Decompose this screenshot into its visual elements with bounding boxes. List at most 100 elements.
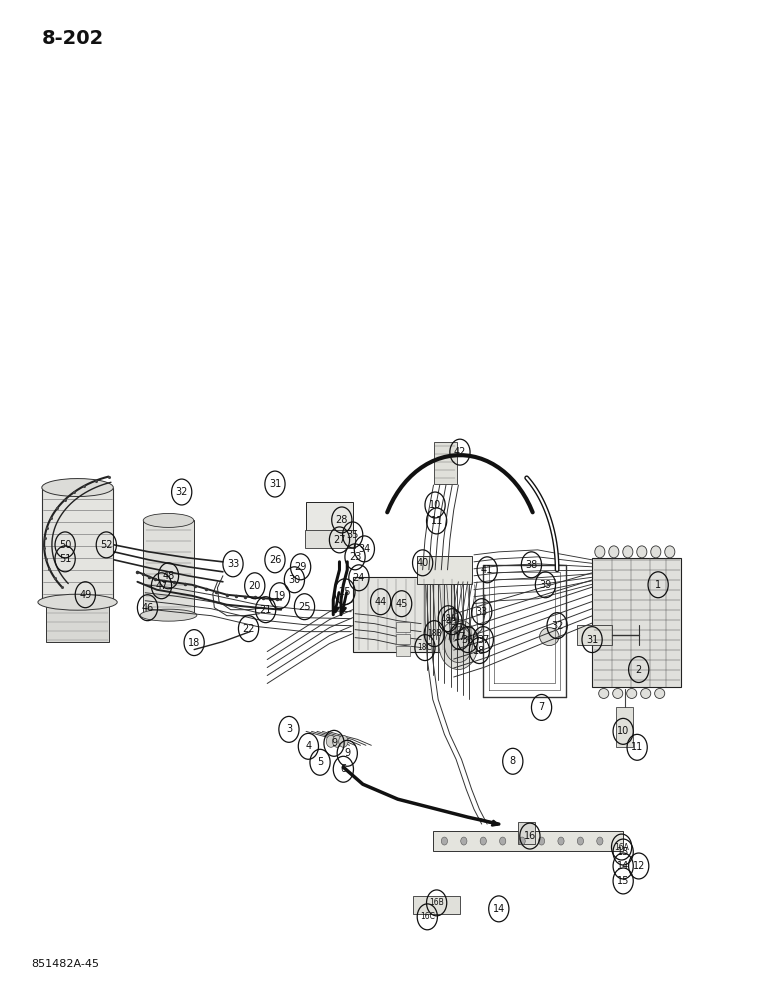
Text: 8: 8: [510, 756, 516, 766]
Ellipse shape: [636, 546, 647, 558]
Circle shape: [439, 620, 478, 670]
Text: 18B: 18B: [427, 629, 441, 638]
Text: 18: 18: [188, 638, 200, 648]
Text: 26: 26: [269, 555, 281, 565]
Text: 27: 27: [333, 535, 346, 545]
Text: 41: 41: [481, 565, 493, 575]
Circle shape: [480, 837, 487, 845]
Circle shape: [597, 837, 603, 845]
Text: 38: 38: [525, 560, 537, 570]
Circle shape: [558, 837, 564, 845]
Text: 12: 12: [633, 861, 645, 871]
Circle shape: [519, 837, 525, 845]
Text: 5: 5: [317, 757, 323, 767]
Text: 37: 37: [477, 635, 490, 645]
Circle shape: [461, 837, 467, 845]
Circle shape: [538, 837, 544, 845]
Circle shape: [339, 735, 348, 747]
Ellipse shape: [665, 546, 675, 558]
Text: 11: 11: [631, 742, 644, 752]
Bar: [576, 625, 612, 645]
Text: 18: 18: [473, 646, 485, 656]
Text: 4: 4: [305, 741, 311, 751]
Text: 1: 1: [655, 580, 661, 590]
Text: 45: 45: [395, 599, 408, 609]
Text: 50: 50: [59, 540, 71, 550]
Ellipse shape: [626, 688, 636, 698]
Text: 25: 25: [339, 587, 351, 597]
Text: 15: 15: [617, 876, 629, 886]
Ellipse shape: [599, 688, 608, 698]
Circle shape: [577, 837, 583, 845]
Text: 52: 52: [100, 540, 112, 550]
Ellipse shape: [654, 688, 665, 698]
Text: 34: 34: [358, 544, 370, 554]
Text: 19: 19: [274, 591, 285, 601]
Ellipse shape: [608, 546, 619, 558]
Circle shape: [326, 735, 335, 747]
Text: 43: 43: [446, 617, 459, 627]
Text: 10: 10: [617, 726, 629, 736]
Text: 16C: 16C: [420, 912, 434, 921]
Bar: [306, 502, 353, 532]
Text: 14: 14: [493, 904, 505, 914]
Text: 24: 24: [353, 573, 365, 583]
Circle shape: [445, 627, 473, 663]
Bar: [433, 831, 623, 851]
Text: 48: 48: [162, 571, 175, 581]
Bar: [396, 634, 410, 644]
Text: 16B: 16B: [429, 898, 444, 907]
Text: 30: 30: [289, 575, 300, 585]
Text: 13: 13: [617, 847, 629, 857]
Text: 23: 23: [349, 552, 361, 562]
Text: 36: 36: [462, 635, 473, 645]
Circle shape: [499, 837, 505, 845]
Text: 20: 20: [249, 581, 261, 591]
Text: 9: 9: [331, 738, 337, 748]
Bar: [417, 556, 472, 584]
Bar: [144, 520, 193, 615]
Circle shape: [332, 735, 342, 747]
Bar: [434, 442, 457, 484]
Text: 44: 44: [374, 597, 387, 607]
Text: 22: 22: [243, 624, 255, 634]
Text: 46: 46: [141, 603, 154, 613]
Ellipse shape: [540, 628, 559, 646]
Text: 39: 39: [539, 580, 551, 590]
Text: 10: 10: [429, 500, 441, 510]
Text: 49: 49: [80, 590, 91, 600]
Text: 17: 17: [454, 632, 466, 642]
Text: 51: 51: [59, 554, 71, 564]
Bar: [518, 822, 535, 844]
Bar: [46, 600, 109, 642]
Text: 28: 28: [335, 515, 348, 525]
Text: 33: 33: [476, 607, 488, 617]
Ellipse shape: [595, 546, 605, 558]
Bar: [396, 622, 410, 632]
Text: 18A: 18A: [441, 614, 456, 623]
Text: 7: 7: [538, 702, 544, 712]
Bar: [592, 558, 682, 687]
Text: 31: 31: [586, 635, 598, 645]
Text: 29: 29: [294, 562, 307, 572]
Text: 31: 31: [269, 479, 281, 489]
Ellipse shape: [42, 479, 113, 497]
Text: 8-202: 8-202: [42, 29, 104, 48]
Text: 11: 11: [431, 516, 443, 526]
Text: 9: 9: [344, 748, 350, 758]
Text: 47: 47: [155, 581, 168, 591]
Text: 25: 25: [298, 602, 310, 612]
Circle shape: [441, 837, 448, 845]
Text: 35: 35: [346, 530, 359, 540]
Text: 16: 16: [524, 831, 536, 841]
Ellipse shape: [612, 688, 622, 698]
Ellipse shape: [622, 546, 633, 558]
Bar: [304, 530, 355, 548]
Text: 3: 3: [286, 724, 292, 734]
Ellipse shape: [640, 688, 651, 698]
Ellipse shape: [144, 513, 193, 527]
Text: 32: 32: [551, 621, 563, 631]
Bar: [616, 707, 633, 747]
Ellipse shape: [651, 546, 661, 558]
Ellipse shape: [38, 594, 117, 610]
